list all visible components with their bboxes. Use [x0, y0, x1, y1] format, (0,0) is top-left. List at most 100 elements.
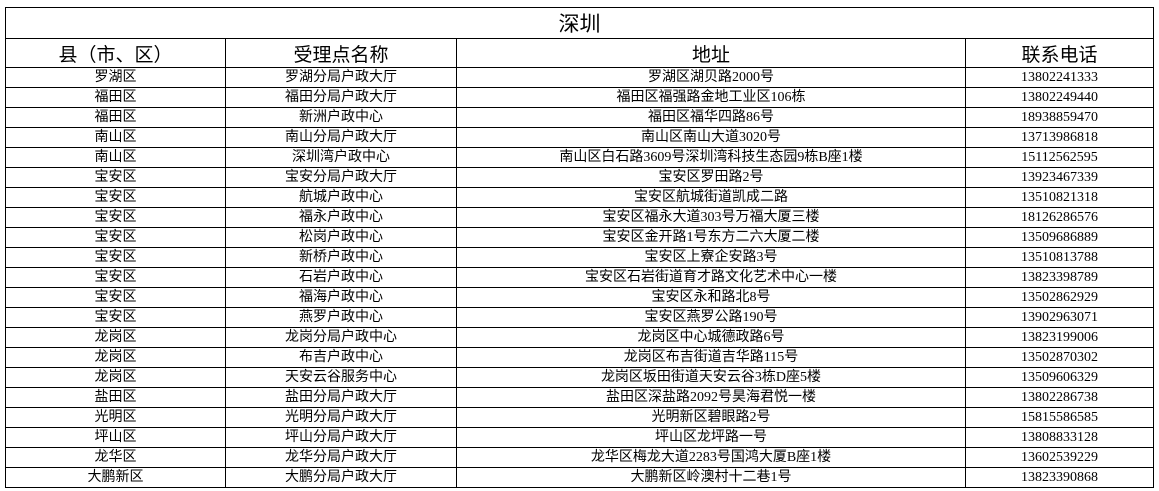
table-title: 深圳 — [5, 7, 1154, 39]
phone-cell: 13509686889 — [965, 227, 1154, 248]
address-cell: 盐田区深盐路2092号昊海君悦一楼 — [456, 387, 966, 408]
district-cell: 宝安区 — [5, 207, 226, 228]
table-row: 龙岗区 布吉户政中心 龙岗区布吉街道吉华路115号 13502870302 — [5, 347, 1154, 368]
phone-cell: 13602539229 — [965, 447, 1154, 468]
office-cell: 盐田分局户政大厅 — [225, 387, 457, 408]
office-cell: 布吉户政中心 — [225, 347, 457, 368]
office-cell: 深圳湾户政中心 — [225, 147, 457, 168]
table-row: 龙岗区 龙岗分局户政中心 龙岗区中心城德政路6号 13823199006 — [5, 327, 1154, 348]
header-cell: 县（市、区） — [5, 38, 226, 68]
district-cell: 南山区 — [5, 147, 226, 168]
phone-cell: 13823390868 — [965, 467, 1154, 488]
district-cell: 龙岗区 — [5, 347, 226, 368]
address-cell: 光明新区碧眼路2号 — [456, 407, 966, 428]
district-cell: 宝安区 — [5, 167, 226, 188]
address-cell: 大鹏新区岭澳村十二巷1号 — [456, 467, 966, 488]
office-cell: 南山分局户政大厅 — [225, 127, 457, 148]
phone-cell: 13713986818 — [965, 127, 1154, 148]
phone-cell: 13502870302 — [965, 347, 1154, 368]
phone-cell: 13823199006 — [965, 327, 1154, 348]
table-row: 龙华区 龙华分局户政大厅 龙华区梅龙大道2283号国鸿大厦B座1楼 136025392… — [5, 447, 1154, 468]
address-cell: 宝安区上寮企安路3号 — [456, 247, 966, 268]
office-cell: 龙岗分局户政中心 — [225, 327, 457, 348]
district-cell: 龙岗区 — [5, 327, 226, 348]
phone-cell: 13802286738 — [965, 387, 1154, 408]
phone-cell: 13808833128 — [965, 427, 1154, 448]
district-cell: 宝安区 — [5, 227, 226, 248]
district-cell: 龙华区 — [5, 447, 226, 468]
office-cell: 大鹏分局户政大厅 — [225, 467, 457, 488]
address-cell: 宝安区金开路1号东方二六大厦二楼 — [456, 227, 966, 248]
office-cell: 航城户政中心 — [225, 187, 457, 208]
district-cell: 宝安区 — [5, 287, 226, 308]
phone-cell: 13510813788 — [965, 247, 1154, 268]
phone-cell: 13509606329 — [965, 367, 1154, 388]
address-cell: 罗湖区湖贝路2000号 — [456, 67, 966, 88]
header-row: 县（市、区） 受理点名称 地址 联系电话 — [5, 38, 1154, 68]
table-row: 南山区 南山分局户政大厅 南山区南山大道3020号 13713986818 — [5, 127, 1154, 148]
office-cell: 燕罗户政中心 — [225, 307, 457, 328]
header-cell: 受理点名称 — [225, 38, 457, 68]
district-cell: 龙岗区 — [5, 367, 226, 388]
office-cell: 龙华分局户政大厅 — [225, 447, 457, 468]
table-row: 福田区 新洲户政中心 福田区福华四路86号 18938859470 — [5, 107, 1154, 128]
phone-cell: 18126286576 — [965, 207, 1154, 228]
table-row: 盐田区 盐田分局户政大厅 盐田区深盐路2092号昊海君悦一楼 13802286738 — [5, 387, 1154, 408]
table-row: 大鹏新区 大鹏分局户政大厅 大鹏新区岭澳村十二巷1号 13823390868 — [5, 467, 1154, 488]
office-cell: 石岩户政中心 — [225, 267, 457, 288]
district-cell: 宝安区 — [5, 267, 226, 288]
header-cell: 地址 — [456, 38, 966, 68]
table-row: 龙岗区 天安云谷服务中心 龙岗区坂田街道天安云谷3栋D座5楼 13509606329 — [5, 367, 1154, 388]
table: 深圳 县（市、区） 受理点名称 地址 联系电话 罗湖区 罗湖分局户政大厅 罗湖区湖贝路200… — [5, 7, 1154, 488]
phone-cell: 13802241333 — [965, 67, 1154, 88]
office-cell: 新桥户政中心 — [225, 247, 457, 268]
phone-cell: 13510821318 — [965, 187, 1154, 208]
phone-cell: 13823398789 — [965, 267, 1154, 288]
table-row: 宝安区 福海户政中心 宝安区永和路北8号 13502862929 — [5, 287, 1154, 308]
table-row: 南山区 深圳湾户政中心 南山区白石路3609号深圳湾科技生态园9栋B座1楼 15112… — [5, 147, 1154, 168]
phone-cell: 13802249440 — [965, 87, 1154, 108]
address-cell: 宝安区福永大道303号万福大厦三楼 — [456, 207, 966, 228]
address-cell: 宝安区永和路北8号 — [456, 287, 966, 308]
office-cell: 福田分局户政大厅 — [225, 87, 457, 108]
table-row: 宝安区 新桥户政中心 宝安区上寮企安路3号 13510813788 — [5, 247, 1154, 268]
address-cell: 宝安区石岩街道育才路文化艺术中心一楼 — [456, 267, 966, 288]
district-cell: 南山区 — [5, 127, 226, 148]
office-cell: 福永户政中心 — [225, 207, 457, 228]
header-cell: 联系电话 — [965, 38, 1154, 68]
address-cell: 龙岗区坂田街道天安云谷3栋D座5楼 — [456, 367, 966, 388]
address-cell: 南山区南山大道3020号 — [456, 127, 966, 148]
table-row: 宝安区 宝安分局户政大厅 宝安区罗田路2号 13923467339 — [5, 167, 1154, 188]
phone-cell: 13902963071 — [965, 307, 1154, 328]
phone-cell: 15815586585 — [965, 407, 1154, 428]
district-cell: 罗湖区 — [5, 67, 226, 88]
table-row: 宝安区 石岩户政中心 宝安区石岩街道育才路文化艺术中心一楼 13823398789 — [5, 267, 1154, 288]
table-row: 宝安区 松岗户政中心 宝安区金开路1号东方二六大厦二楼 13509686889 — [5, 227, 1154, 248]
address-cell: 宝安区罗田路2号 — [456, 167, 966, 188]
title-row: 深圳 — [5, 7, 1154, 39]
district-cell: 宝安区 — [5, 307, 226, 328]
office-cell: 罗湖分局户政大厅 — [225, 67, 457, 88]
phone-cell: 13502862929 — [965, 287, 1154, 308]
district-cell: 大鹏新区 — [5, 467, 226, 488]
district-cell: 福田区 — [5, 107, 226, 128]
office-cell: 宝安分局户政大厅 — [225, 167, 457, 188]
address-cell: 坪山区龙坪路一号 — [456, 427, 966, 448]
address-cell: 宝安区燕罗公路190号 — [456, 307, 966, 328]
table-row: 宝安区 燕罗户政中心 宝安区燕罗公路190号 13902963071 — [5, 307, 1154, 328]
table-row: 宝安区 航城户政中心 宝安区航城街道凯成二路 13510821318 — [5, 187, 1154, 208]
district-cell: 宝安区 — [5, 247, 226, 268]
table-row: 坪山区 坪山分局户政大厅 坪山区龙坪路一号 13808833128 — [5, 427, 1154, 448]
district-cell: 福田区 — [5, 87, 226, 108]
table-row: 罗湖区 罗湖分局户政大厅 罗湖区湖贝路2000号 13802241333 — [5, 67, 1154, 88]
address-cell: 龙岗区布吉街道吉华路115号 — [456, 347, 966, 368]
office-cell: 光明分局户政大厅 — [225, 407, 457, 428]
district-cell: 盐田区 — [5, 387, 226, 408]
office-cell: 天安云谷服务中心 — [225, 367, 457, 388]
phone-cell: 15112562595 — [965, 147, 1154, 168]
table-row: 宝安区 福永户政中心 宝安区福永大道303号万福大厦三楼 18126286576 — [5, 207, 1154, 228]
address-cell: 龙华区梅龙大道2283号国鸿大厦B座1楼 — [456, 447, 966, 468]
office-cell: 坪山分局户政大厅 — [225, 427, 457, 448]
table-row: 光明区 光明分局户政大厅 光明新区碧眼路2号 15815586585 — [5, 407, 1154, 428]
